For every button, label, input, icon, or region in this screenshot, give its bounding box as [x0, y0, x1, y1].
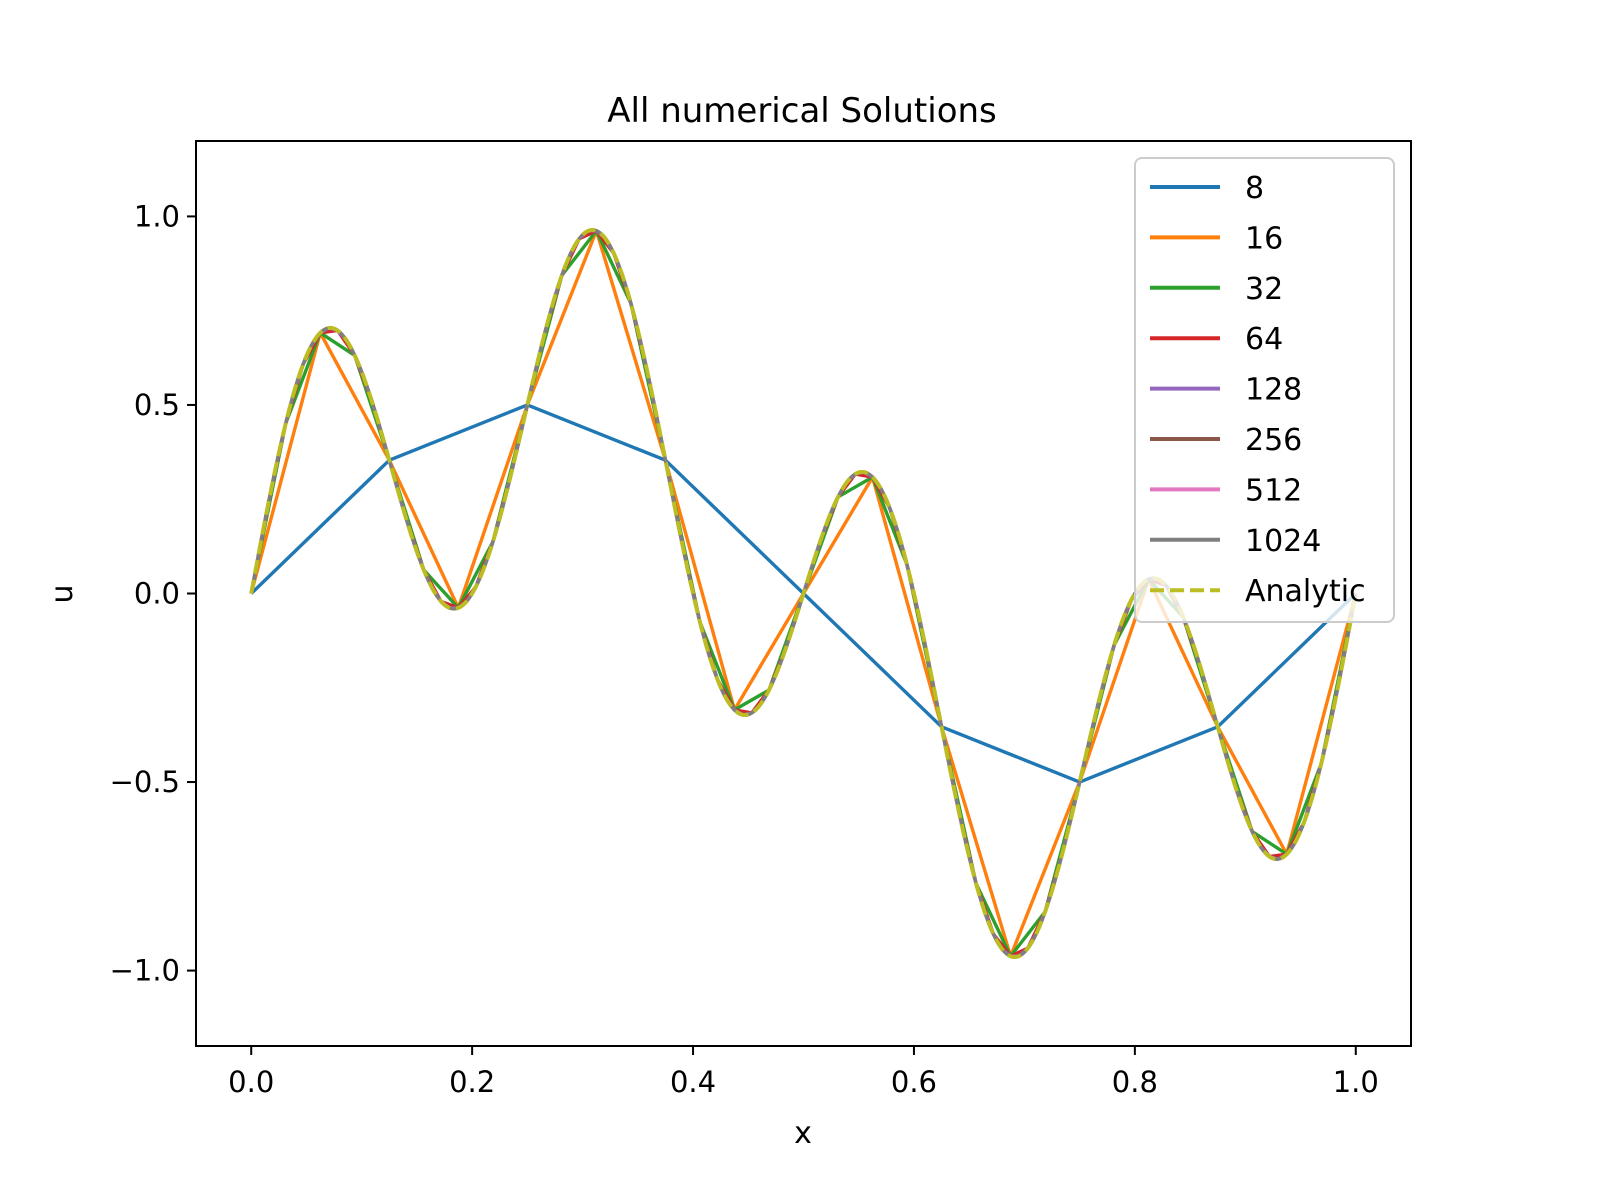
legend-label-128: 128 — [1245, 373, 1302, 408]
legend-label-analytic: Analytic — [1245, 574, 1366, 609]
x-tick-label: 0.2 — [449, 1065, 495, 1099]
legend-label-32: 32 — [1245, 272, 1283, 307]
chart-title: All numerical Solutions — [607, 91, 997, 131]
legend-label-8: 8 — [1245, 171, 1264, 206]
legend-label-64: 64 — [1245, 322, 1283, 357]
x-tick-label: 0.6 — [891, 1065, 937, 1099]
x-tick-label: 0.8 — [1112, 1065, 1158, 1099]
y-axis-label: u — [45, 584, 80, 603]
x-axis: 0.0 0.2 0.4 0.6 0.8 1.0 — [228, 1046, 1379, 1099]
x-tick-label: 0.0 — [228, 1065, 274, 1099]
y-tick-label: −1.0 — [110, 954, 180, 988]
y-tick-label: 0.0 — [134, 577, 180, 611]
x-tick-label: 1.0 — [1333, 1065, 1379, 1099]
legend: 8 16 32 64 128 256 512 1024 Analytic — [1134, 157, 1395, 623]
legend-box — [1134, 157, 1395, 623]
x-tick-label: 0.4 — [670, 1065, 716, 1099]
legend-label-256: 256 — [1245, 423, 1302, 458]
legend-label-1024: 1024 — [1245, 524, 1321, 559]
y-tick-label: 1.0 — [134, 199, 180, 233]
legend-label-512: 512 — [1245, 473, 1302, 508]
x-axis-label: x — [794, 1116, 812, 1151]
y-axis: −1.0 −0.5 0.0 0.5 1.0 — [110, 199, 196, 988]
y-tick-label: 0.5 — [134, 388, 180, 422]
y-tick-label: −0.5 — [110, 765, 180, 799]
legend-label-16: 16 — [1245, 221, 1283, 256]
